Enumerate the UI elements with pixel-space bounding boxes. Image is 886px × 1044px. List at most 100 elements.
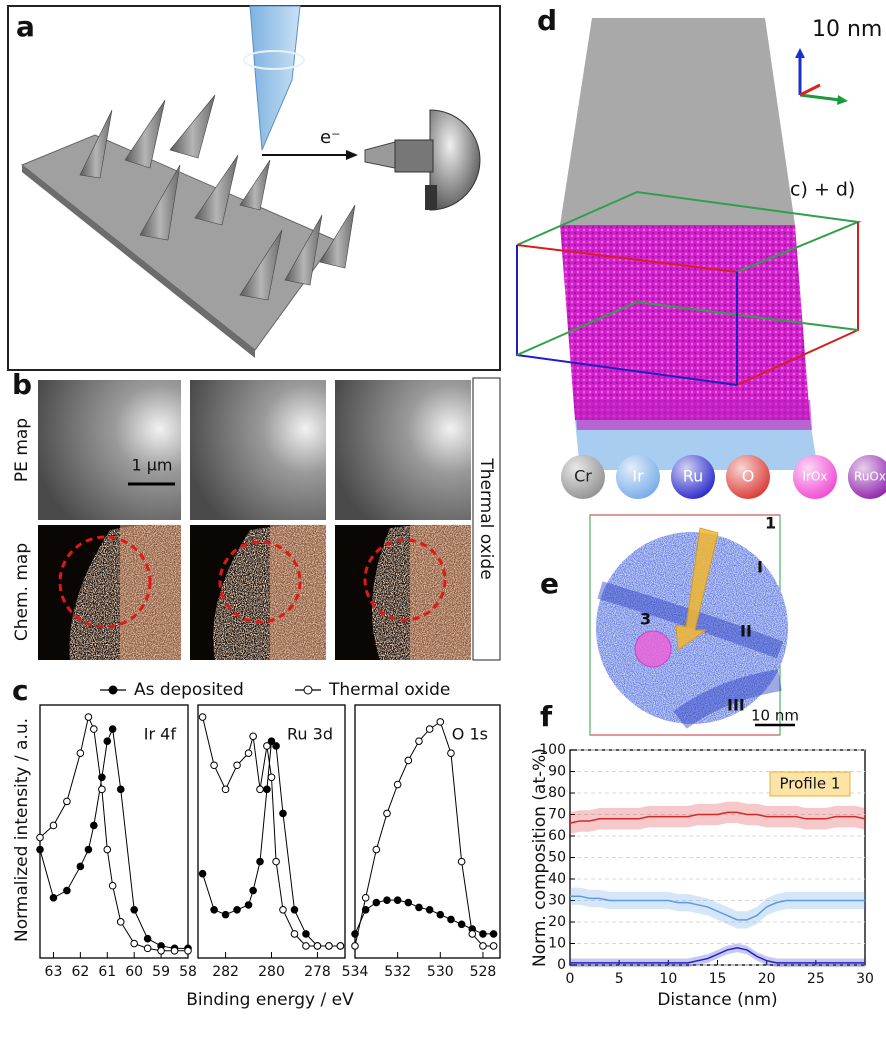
y-axis-label: Norm. composition (at-%) xyxy=(530,748,550,967)
legend-marker xyxy=(108,685,118,695)
data-point xyxy=(116,785,125,794)
data-point xyxy=(447,749,455,757)
y-tick-label: 60 xyxy=(548,828,566,844)
data-point xyxy=(372,898,381,907)
data-point xyxy=(425,906,434,914)
data-point xyxy=(108,725,117,733)
data-point xyxy=(479,942,487,950)
series-line xyxy=(39,727,188,949)
x-tick-label: 61 xyxy=(98,964,116,980)
legend-label: O xyxy=(742,467,755,486)
data-point xyxy=(272,742,280,750)
annotation: Profile 1 xyxy=(780,775,841,793)
row-label: PE map xyxy=(12,418,32,482)
series-line xyxy=(202,740,341,947)
data-point xyxy=(489,942,498,950)
band-feature xyxy=(673,669,782,729)
oxide-region xyxy=(560,225,810,420)
data-point xyxy=(404,756,413,765)
data-point xyxy=(221,910,230,919)
scale-label: 10 nm xyxy=(751,707,799,725)
series-line xyxy=(569,811,866,824)
data-point xyxy=(76,749,85,757)
spread-band xyxy=(570,801,865,834)
legend-marker xyxy=(303,685,313,695)
data-point xyxy=(90,725,98,733)
data-point xyxy=(263,742,271,750)
data-point xyxy=(479,930,487,938)
y-tick-label: 100 xyxy=(539,742,566,758)
data-point xyxy=(184,946,192,955)
data-point xyxy=(372,845,381,854)
panel-label: a xyxy=(16,10,35,43)
subplot-label: Ir 4f xyxy=(144,725,177,744)
data-point xyxy=(63,797,71,806)
legend-label: Cr xyxy=(574,467,592,486)
data-point xyxy=(233,761,241,770)
substrate-edge xyxy=(22,165,255,358)
detector-foot xyxy=(425,185,437,210)
data-point xyxy=(361,906,370,914)
region-label: 1 xyxy=(765,514,776,533)
data-point xyxy=(263,785,271,794)
series-line xyxy=(39,715,188,952)
series-line xyxy=(570,895,865,921)
x-tick-label: 280 xyxy=(258,964,285,980)
data-point xyxy=(103,737,112,745)
data-point xyxy=(143,944,152,953)
y-tick-label: 50 xyxy=(548,850,566,866)
data-point xyxy=(249,732,257,741)
data-point xyxy=(76,862,85,871)
region-3 xyxy=(634,630,672,668)
data-point xyxy=(393,896,402,904)
data-point xyxy=(84,845,93,854)
data-point xyxy=(267,773,276,782)
x-axis-label: Distance (nm) xyxy=(657,990,777,1010)
series-line xyxy=(202,716,341,947)
chem-maps xyxy=(38,523,471,660)
subplot-label: O 1s xyxy=(452,725,488,744)
data-point xyxy=(170,946,179,955)
data-point xyxy=(249,886,257,895)
data-point xyxy=(36,833,44,842)
x-tick-label: 59 xyxy=(152,964,170,980)
data-point xyxy=(210,761,218,770)
panel-label: e xyxy=(540,567,559,600)
x-tick-label: 25 xyxy=(807,971,825,987)
data-point xyxy=(36,845,44,854)
data-point xyxy=(290,906,299,914)
oxide-tail xyxy=(575,400,812,430)
series-line xyxy=(570,947,865,964)
x-tick-label: 30 xyxy=(856,971,874,987)
data-point xyxy=(302,930,310,938)
legend-shine xyxy=(561,455,605,499)
annotation-box xyxy=(769,771,851,797)
series-line xyxy=(354,721,494,947)
x-tick-label: 20 xyxy=(758,971,776,987)
data-point xyxy=(404,898,413,907)
data-point xyxy=(436,718,445,726)
panel-label: d xyxy=(537,4,557,37)
y-tick-label: 80 xyxy=(548,785,566,801)
y-tick-label: 70 xyxy=(548,807,566,823)
x-tick-label: 58 xyxy=(179,964,197,980)
x-tick-label: 63 xyxy=(45,964,63,980)
x-tick-label: 530 xyxy=(427,964,454,980)
data-point xyxy=(279,906,287,914)
data-point xyxy=(336,942,345,950)
data-point xyxy=(415,737,423,745)
legend-shine xyxy=(726,455,770,499)
data-point xyxy=(233,906,241,914)
data-point xyxy=(457,920,466,929)
legend-label: Thermal oxide xyxy=(328,680,450,700)
probe xyxy=(249,5,301,151)
data-point xyxy=(256,785,264,794)
scale-label: 10 nm xyxy=(812,17,882,42)
data-point xyxy=(447,915,455,924)
legend-label: Ru xyxy=(683,467,704,486)
data-point xyxy=(143,934,152,943)
region-label: I xyxy=(757,558,763,577)
legend-label: As deposited xyxy=(134,680,244,700)
panel-label: b xyxy=(12,368,32,401)
